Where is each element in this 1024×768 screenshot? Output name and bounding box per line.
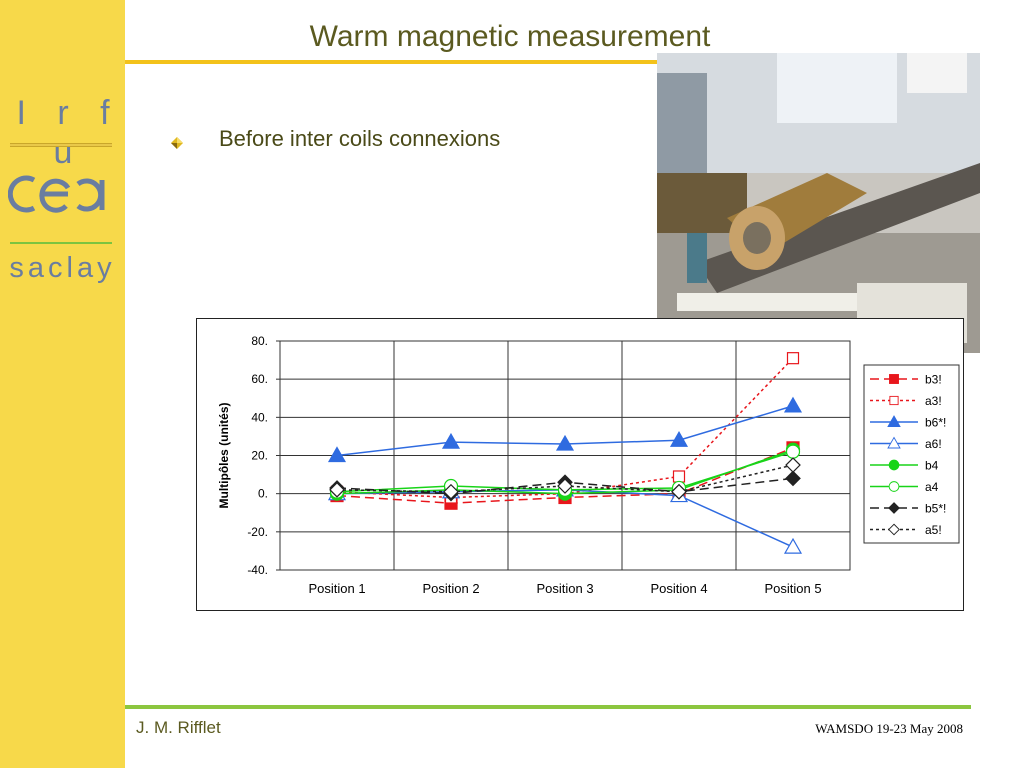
slide-title: Warm magnetic measurement [309, 20, 711, 53]
legend-item: a4 [870, 480, 939, 494]
legend-item: b4 [870, 459, 939, 473]
legend-marker [888, 459, 900, 471]
y-tick-label: 60. [251, 372, 268, 386]
legend-label: b3! [925, 373, 942, 387]
legend-label: a6! [925, 437, 942, 451]
y-tick-label: -40. [247, 563, 268, 577]
y-axis-label: Multipôles (unités) [217, 403, 231, 509]
legend-marker [889, 374, 899, 384]
data-point [785, 470, 801, 487]
x-tick-label: Position 1 [308, 581, 365, 596]
saclay-logo: saclay [9, 252, 116, 284]
legend-label: b5*! [925, 502, 946, 516]
chart: 80. 60. 40. 20. 0. -20. -40. Position 1 Position… [196, 318, 964, 611]
series-layer [327, 352, 803, 554]
legend-label: b4 [925, 459, 939, 473]
data-point [783, 537, 803, 554]
legend-box [863, 364, 960, 544]
conference-label: WAMSDO 19-23 May 2008 [815, 721, 963, 736]
author: J. M. Rifflet [136, 718, 221, 737]
bullet-text: Before inter coils connexions [219, 126, 501, 151]
legend: b3! a3! b6*! a6! b4 a4 b5*! a5! [863, 364, 960, 544]
data-point [785, 444, 801, 459]
title-underline [125, 60, 685, 64]
y-tick-label: 40. [251, 410, 268, 424]
legend-label: a5! [925, 523, 942, 537]
data-point [671, 483, 687, 500]
axes: 80. 60. 40. 20. 0. -20. -40. Position 1 Position… [217, 334, 822, 596]
data-point [327, 446, 347, 463]
legend-marker [888, 523, 900, 536]
y-tick-label: 20. [251, 449, 268, 463]
series-a5 [329, 457, 801, 500]
data-point [672, 470, 686, 483]
legend-label: a4 [925, 480, 939, 494]
irfu-logo: I r f u [16, 94, 121, 171]
chart-svg: 80. 60. 40. 20. 0. -20. -40. Position 1 Position… [217, 334, 960, 596]
legend-item: b6*! [870, 415, 946, 430]
data-point [441, 432, 461, 449]
data-point [669, 431, 689, 447]
logo-divider-green [10, 242, 112, 244]
y-tick-label: 80. [251, 334, 268, 348]
x-tick-label: Position 3 [536, 581, 593, 596]
sidebar: I r f u saclay [0, 0, 125, 768]
diamond-bullet-icon [171, 137, 183, 149]
legend-item: a5! [870, 523, 942, 537]
cea-logo [8, 175, 105, 213]
x-tick-label: Position 4 [650, 581, 707, 596]
legend-item: b3! [870, 373, 942, 387]
legend-item: b5*! [870, 502, 946, 516]
legend-marker [887, 436, 901, 449]
data-point [555, 434, 575, 451]
legend-marker [888, 502, 900, 514]
data-point [329, 482, 345, 498]
data-point [786, 352, 800, 365]
legend-marker [889, 395, 899, 406]
legend-label: a3! [925, 394, 942, 408]
data-point [443, 483, 459, 500]
legend-marker [888, 481, 900, 492]
data-point [783, 396, 803, 413]
data-point [557, 478, 573, 494]
legend-item: a3! [870, 394, 942, 408]
data-point [785, 457, 801, 473]
x-tick-label: Position 2 [422, 581, 479, 596]
y-tick-label: 0. [258, 487, 268, 501]
x-tick-label: Position 5 [764, 581, 821, 596]
footer-rule [125, 705, 971, 709]
logo-divider [10, 143, 112, 147]
series-b6 [327, 396, 803, 463]
legend-label: b6*! [925, 416, 946, 430]
magnet-photo [657, 53, 980, 353]
legend-marker [887, 415, 901, 427]
y-tick-label: -20. [247, 525, 268, 539]
legend-item: a6! [870, 436, 942, 451]
